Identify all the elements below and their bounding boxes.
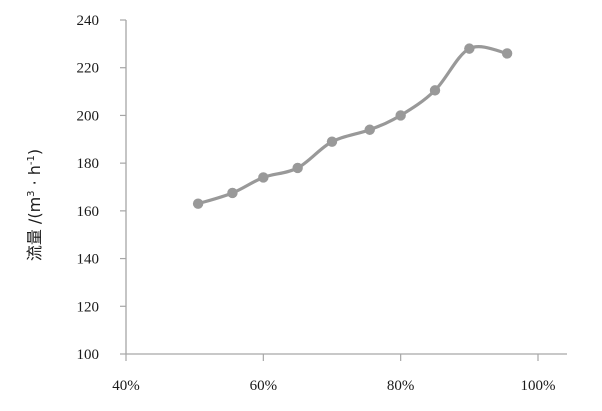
x-tick-label: 80% (387, 378, 415, 394)
y-tick-label: 120 (77, 299, 100, 315)
data-point (292, 162, 303, 174)
data-point (429, 85, 441, 96)
x-tick-label: 60% (250, 378, 278, 394)
x-tick-label: 100% (521, 378, 556, 394)
y-axis-ticks: 100 120 140 160 180 200 220 240 (77, 13, 126, 363)
y-tick-label: 240 (77, 13, 100, 29)
data-point (395, 110, 406, 121)
x-tick-label: 40% (112, 378, 140, 394)
y-tick-label: 100 (77, 347, 100, 363)
series-layer (192, 43, 513, 209)
y-tick-label: 200 (77, 108, 100, 124)
data-point (464, 43, 475, 54)
data-point (227, 187, 238, 199)
x-axis-ticks: 40% 60% 80% 100% (112, 354, 556, 394)
axes (125, 20, 567, 355)
y-tick-label: 160 (77, 204, 100, 220)
y-axis-title: 流量 /(m3 · h-1) (25, 149, 44, 261)
data-point (501, 48, 513, 59)
data-point (326, 136, 338, 147)
y-tick-label: 220 (77, 61, 100, 77)
data-point (258, 172, 269, 183)
data-point (364, 124, 375, 135)
y-tick-label: 140 (77, 252, 100, 268)
y-tick-label: 180 (77, 156, 100, 172)
series-line (197, 45, 508, 206)
data-point (192, 198, 204, 209)
